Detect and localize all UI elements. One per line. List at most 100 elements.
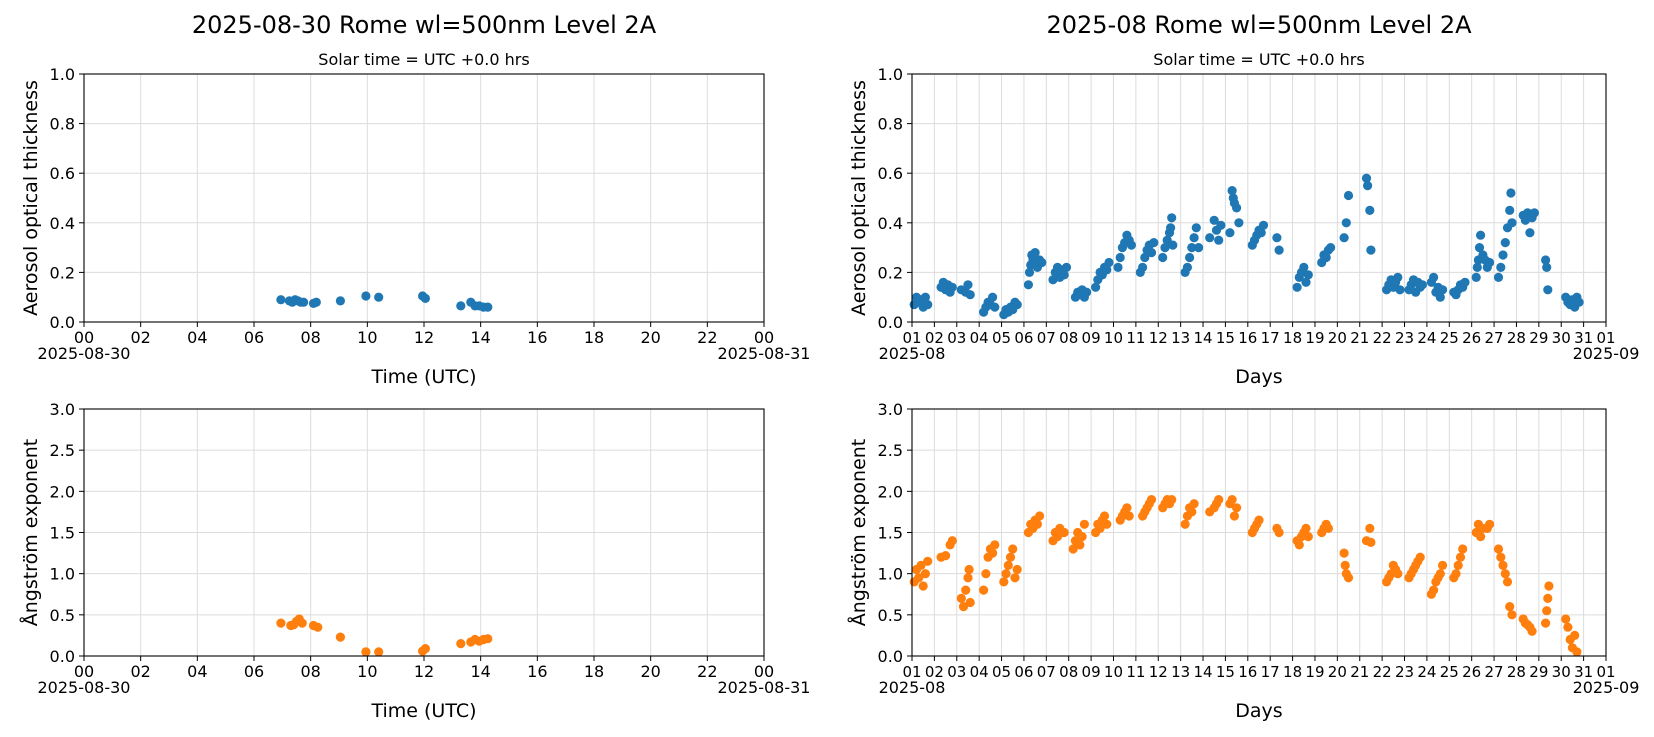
- data-point: [420, 644, 430, 654]
- data-point: [1102, 265, 1112, 275]
- data-point: [1185, 252, 1195, 263]
- y-axis-label: Ångström exponent: [847, 439, 870, 627]
- x-date-label-start: 2025-08: [879, 344, 946, 363]
- x-tick-label: 02: [925, 663, 944, 681]
- data-point: [923, 300, 933, 310]
- x-axis-label: Time (UTC): [370, 366, 476, 388]
- y-tick-label: 1.0: [50, 565, 75, 584]
- data-point: [1339, 548, 1349, 558]
- y-tick-label: 2.0: [878, 482, 903, 501]
- data-point: [1180, 519, 1190, 529]
- x-tick-label: 17: [1261, 663, 1280, 681]
- x-tick-label: 25: [1440, 329, 1459, 347]
- data-point: [1032, 519, 1042, 529]
- data-point: [1303, 270, 1313, 280]
- data-point: [1525, 228, 1535, 238]
- data-point: [1124, 511, 1134, 521]
- data-point: [1572, 647, 1582, 657]
- x-tick-label: 20: [1328, 329, 1347, 347]
- data-point: [1500, 238, 1510, 248]
- data-point: [1138, 262, 1148, 272]
- x-tick-label: 27: [1485, 663, 1504, 681]
- x-date-label-end: 2025-08-31: [718, 678, 811, 697]
- data-point: [947, 282, 957, 292]
- x-date-label-end: 2025-09: [1573, 678, 1640, 697]
- x-tick-label: 26: [1462, 663, 1481, 681]
- data-point: [361, 291, 371, 301]
- x-tick-label: 25: [1440, 663, 1459, 681]
- data-point: [1541, 618, 1551, 628]
- y-tick-label: 0.2: [878, 263, 903, 282]
- data-point: [1542, 262, 1552, 272]
- data-point: [941, 551, 951, 561]
- x-tick-label: 04: [187, 662, 207, 681]
- y-tick-label: 0.4: [878, 214, 903, 233]
- x-tick-label: 09: [1082, 663, 1101, 681]
- x-tick-label: 06: [244, 662, 264, 681]
- data-points-aod_day: [276, 291, 493, 312]
- data-point: [1113, 262, 1123, 272]
- data-point: [483, 634, 493, 644]
- x-tick-label: 19: [1305, 329, 1324, 347]
- data-point: [361, 647, 371, 657]
- y-tick-label: 0.2: [50, 263, 75, 282]
- data-point: [963, 573, 973, 583]
- data-point: [1146, 495, 1157, 505]
- data-point: [1507, 610, 1517, 620]
- data-point: [1075, 540, 1085, 550]
- data-point: [1024, 267, 1035, 277]
- data-point: [1214, 495, 1224, 505]
- chart-subtitle: Solar time = UTC +0.0 hrs: [1153, 50, 1364, 69]
- data-point: [1079, 519, 1089, 529]
- x-tick-label: 11: [1126, 663, 1145, 681]
- data-point: [1012, 300, 1022, 310]
- x-tick-label: 02: [130, 328, 150, 347]
- data-point: [1474, 243, 1485, 253]
- chart-title: 2025-08 Rome wl=500nm Level 2A: [1046, 11, 1472, 39]
- x-tick-label: 01: [1596, 329, 1615, 347]
- x-tick-label: 00: [754, 662, 774, 681]
- data-point: [965, 597, 975, 608]
- data-point: [1455, 552, 1466, 562]
- data-point: [1496, 262, 1506, 272]
- y-tick-label: 0.6: [878, 164, 903, 183]
- data-point: [1272, 233, 1282, 243]
- data-point: [1505, 205, 1515, 215]
- data-point: [1541, 255, 1551, 265]
- data-point: [1061, 262, 1072, 272]
- data-point: [1167, 213, 1177, 223]
- data-point: [1301, 523, 1311, 534]
- x-date-label-start: 2025-08-30: [38, 344, 131, 363]
- data-point: [1294, 540, 1304, 550]
- x-tick-label: 12: [414, 662, 434, 681]
- x-tick-label: 21: [1350, 329, 1369, 347]
- axes-frame: [911, 73, 1607, 323]
- x-tick-label: 23: [1395, 663, 1414, 681]
- data-points-ae_day: [276, 614, 493, 657]
- data-point: [1326, 243, 1336, 253]
- data-point: [1485, 519, 1495, 529]
- y-axis-label: Aerosol optical thickness: [20, 80, 42, 316]
- data-point: [1361, 173, 1372, 183]
- data-point: [456, 639, 466, 649]
- data-point: [923, 556, 933, 566]
- x-tick-label: 05: [992, 329, 1011, 347]
- x-tick-label: 04: [970, 329, 989, 347]
- data-point: [1037, 257, 1047, 268]
- x-tick-label: 22: [697, 328, 717, 347]
- data-point: [1167, 495, 1177, 505]
- data-point: [335, 632, 345, 642]
- data-point: [1451, 569, 1461, 579]
- data-point: [1365, 205, 1375, 215]
- data-point: [1460, 277, 1470, 287]
- data-point: [1292, 282, 1302, 292]
- y-tick-label: 0.8: [50, 115, 75, 134]
- data-point: [1140, 252, 1150, 263]
- y-axis-label: Aerosol optical thickness: [848, 80, 870, 316]
- data-point: [920, 569, 931, 579]
- x-tick-label: 08: [300, 328, 320, 347]
- x-tick-label: 31: [1574, 663, 1593, 681]
- data-point: [374, 292, 384, 302]
- data-point: [1095, 523, 1105, 534]
- data-point: [1225, 228, 1235, 238]
